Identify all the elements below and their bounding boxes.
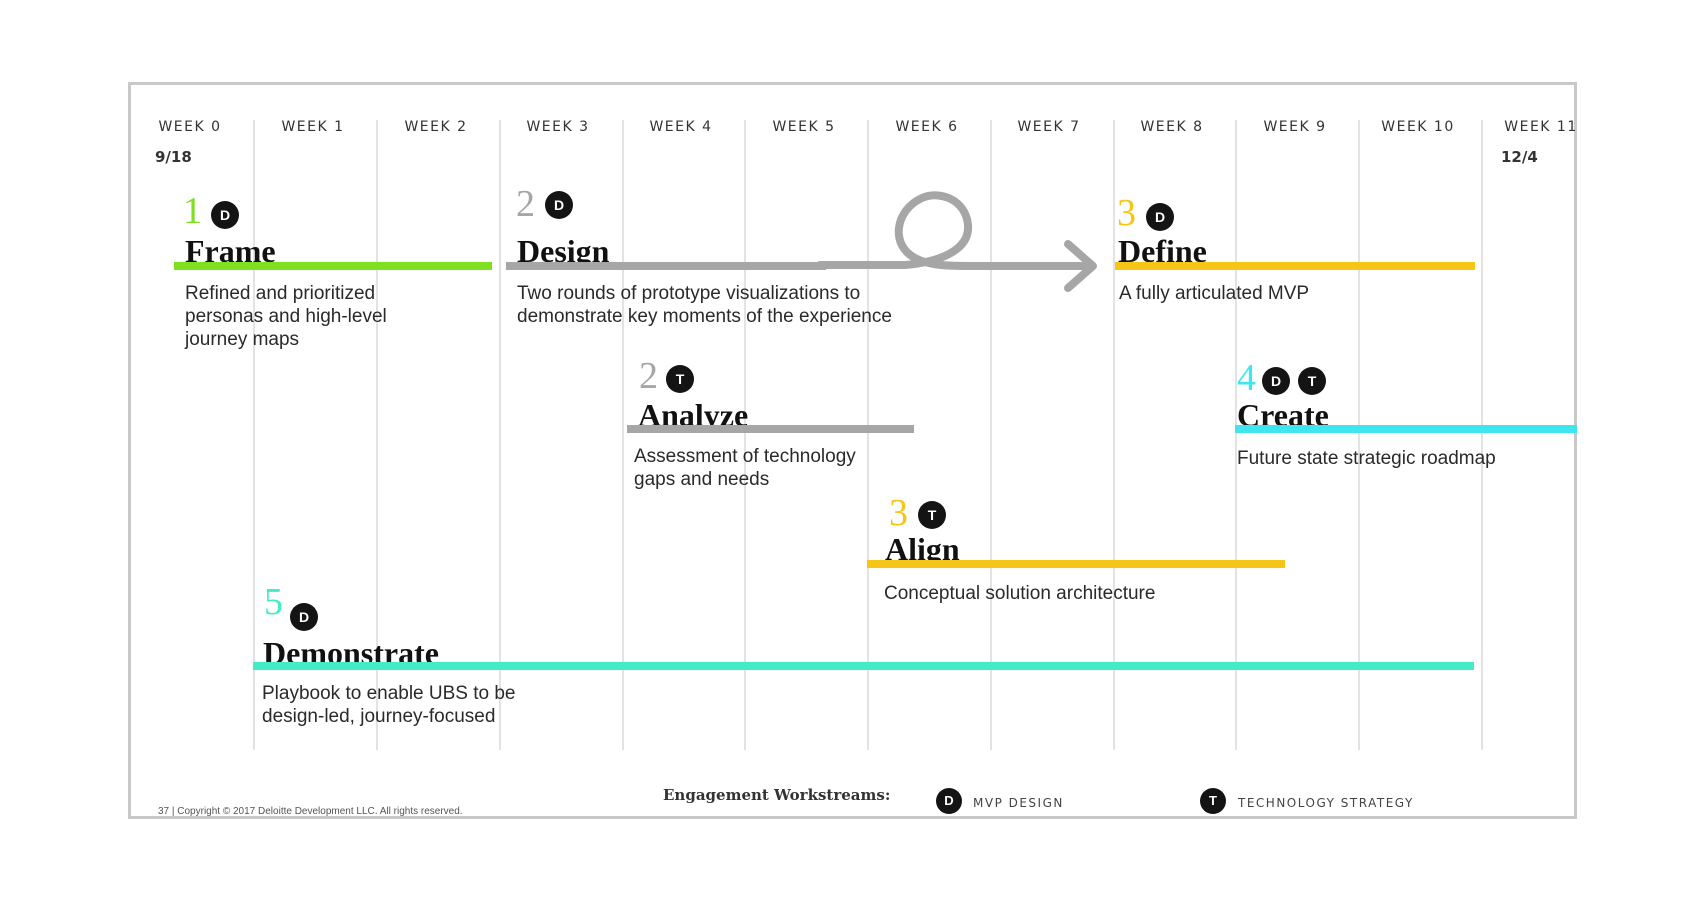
workstream-number: 3 <box>1117 192 1136 234</box>
technology-badge-icon: T <box>666 365 694 393</box>
legend-label: MVP DESIGN <box>973 796 1064 810</box>
workstream-bar-design <box>506 262 826 270</box>
workstream-desc: Refined and prioritized personas and hig… <box>185 283 387 350</box>
copyright-footer: 37 | Copyright © 2017 Deloitte Developme… <box>158 806 463 817</box>
design-badge-icon: D <box>1262 367 1290 395</box>
gridline-week-4 <box>622 120 624 750</box>
workstream-bar-align <box>867 560 1285 568</box>
workstream-bar-demonstrate <box>253 662 1474 670</box>
week-label: WEEK 1 <box>281 119 345 135</box>
workstream-number: 5 <box>264 581 283 623</box>
week-label: WEEK 5 <box>772 119 836 135</box>
workstream-desc: Conceptual solution architecture <box>884 583 1156 604</box>
gridline-week-11 <box>1481 120 1483 750</box>
workstream-bar-analyze <box>627 425 914 433</box>
workstream-desc: Future state strategic roadmap <box>1237 448 1496 469</box>
week-label: WEEK 0 <box>158 119 222 135</box>
week-label: WEEK 11 <box>1504 119 1578 135</box>
legend-title: Engagement Workstreams: <box>663 786 891 804</box>
week-label: WEEK 3 <box>526 119 590 135</box>
gridline-week-7 <box>990 120 992 750</box>
workstream-desc: Two rounds of prototype visualizations t… <box>517 283 892 327</box>
gridline-week-10 <box>1358 120 1360 750</box>
gridline-week-2 <box>376 120 378 750</box>
workstream-bar-define <box>1115 262 1475 270</box>
technology-badge-icon: T <box>918 501 946 529</box>
workstream-desc: A fully articulated MVP <box>1119 283 1310 304</box>
workstream-bar-frame <box>174 262 492 270</box>
end-date: 12/4 <box>1501 148 1538 166</box>
week-label: WEEK 10 <box>1381 119 1455 135</box>
design-badge-icon: D <box>936 788 962 814</box>
week-label: WEEK 7 <box>1017 119 1081 135</box>
workstream-number: 2 <box>516 183 535 225</box>
gridline-week-1 <box>253 120 255 750</box>
technology-badge-icon: T <box>1298 367 1326 395</box>
workstream-number: 1 <box>183 190 202 232</box>
week-label: WEEK 6 <box>895 119 959 135</box>
gridline-week-5 <box>744 120 746 750</box>
workstream-desc: Assessment of technology gaps and needs <box>634 446 856 490</box>
gridline-week-6 <box>867 120 869 750</box>
workstream-number: 2 <box>639 355 658 397</box>
design-badge-icon: D <box>290 603 318 631</box>
workstream-number: 3 <box>889 492 908 534</box>
gridline-week-8 <box>1113 120 1115 750</box>
workstream-number: 4 <box>1237 357 1256 399</box>
week-label: WEEK 9 <box>1263 119 1327 135</box>
design-badge-icon: D <box>211 201 239 229</box>
gridline-week-3 <box>499 120 501 750</box>
timeline-frame <box>128 82 1577 819</box>
design-badge-icon: D <box>1146 203 1174 231</box>
week-label: WEEK 4 <box>649 119 713 135</box>
design-badge-icon: D <box>545 191 573 219</box>
week-label: WEEK 2 <box>404 119 468 135</box>
workstream-desc: Playbook to enable UBS to be design-led,… <box>262 683 516 727</box>
start-date: 9/18 <box>155 148 192 166</box>
technology-badge-icon: T <box>1200 788 1226 814</box>
gridline-week-9 <box>1235 120 1237 750</box>
legend-label: TECHNOLOGY STRATEGY <box>1238 796 1414 810</box>
workstream-bar-create <box>1235 425 1577 433</box>
week-label: WEEK 8 <box>1140 119 1204 135</box>
